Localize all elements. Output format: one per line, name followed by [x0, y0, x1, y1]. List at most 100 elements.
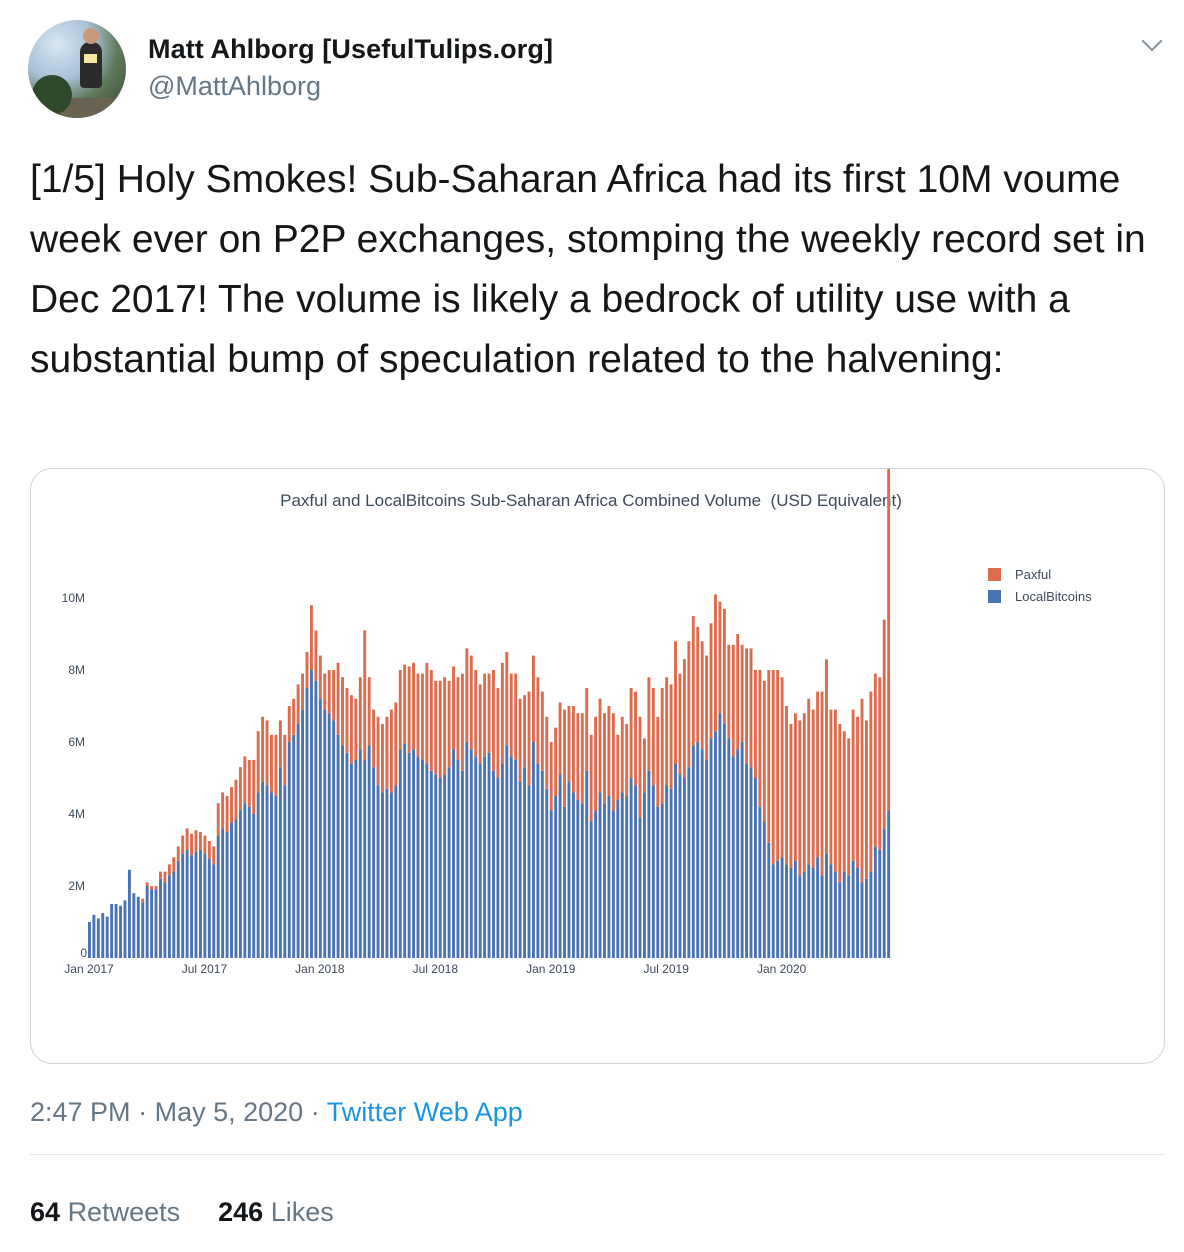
bar-paxful [651, 688, 655, 786]
bar-paxful [727, 644, 731, 739]
tweet-source-link[interactable]: Twitter Web App [326, 1097, 523, 1127]
bar-localbitcoins [567, 781, 571, 958]
bar-localbitcoins [323, 709, 327, 958]
bar-localbitcoins [518, 781, 522, 958]
bar-localbitcoins [207, 859, 211, 958]
y-tick-label: 10M [62, 591, 85, 605]
bar-localbitcoins [687, 767, 691, 958]
retweet-count: 64 [30, 1197, 61, 1227]
bar-paxful [225, 796, 229, 832]
bar-paxful [762, 680, 766, 822]
bar-paxful [452, 666, 455, 750]
bar-paxful [287, 706, 291, 742]
bar-paxful [212, 846, 216, 865]
bar-localbitcoins [163, 882, 167, 958]
bar-paxful [665, 677, 669, 786]
bar-localbitcoins [558, 774, 562, 958]
bar-localbitcoins [656, 806, 660, 958]
bar-localbitcoins [554, 796, 558, 958]
bar-localbitcoins [88, 922, 91, 958]
bar-paxful [194, 830, 198, 852]
bar-paxful [163, 871, 167, 883]
y-tick-label: 0 [80, 946, 87, 960]
bar-paxful [403, 664, 407, 744]
bar-localbitcoins [500, 763, 504, 958]
bar-localbitcoins [571, 792, 575, 958]
bar-paxful [301, 673, 305, 710]
bar-localbitcoins [594, 810, 598, 958]
bar-localbitcoins [860, 882, 864, 958]
chart-image[interactable]: Paxful and LocalBitcoins Sub-Saharan Afr… [30, 468, 1165, 1064]
bar-localbitcoins [811, 868, 815, 958]
tweet-stats: 64 Retweets 246 Likes [30, 1197, 334, 1228]
bar-localbitcoins [829, 864, 833, 958]
bar-paxful [571, 706, 575, 793]
bar-localbitcoins [296, 724, 300, 958]
bar-paxful [851, 709, 855, 861]
bar-paxful [478, 684, 482, 764]
bar-paxful [523, 695, 527, 768]
stacked-bar-chart: Paxful and LocalBitcoins Sub-Saharan Afr… [62, 469, 1092, 976]
bar-paxful [793, 713, 797, 861]
bar-localbitcoins [136, 896, 140, 958]
bar-localbitcoins [825, 853, 828, 958]
bar-localbitcoins [682, 778, 686, 958]
bar-localbitcoins [523, 767, 527, 958]
bar-paxful [487, 673, 491, 753]
tweet-time[interactable]: 2:47 PM [30, 1097, 131, 1127]
tweet-date[interactable]: May 5, 2020 [154, 1097, 304, 1127]
meta-separator: · [138, 1097, 148, 1127]
bar-paxful [887, 469, 891, 811]
bar-localbitcoins [816, 857, 820, 958]
bar-localbitcoins [270, 792, 273, 958]
bar-paxful [722, 608, 726, 724]
bar-paxful [705, 655, 709, 760]
bar-paxful [332, 670, 336, 721]
chevron-down-icon[interactable] [1140, 34, 1164, 58]
bar-localbitcoins [878, 850, 882, 958]
bar-paxful [456, 677, 460, 760]
bar-localbitcoins [771, 864, 775, 958]
author-name[interactable]: Matt Ahlborg [UsefulTulips.org] [148, 34, 554, 64]
bar-paxful [740, 644, 744, 742]
bar-paxful [563, 709, 566, 807]
likes-stat[interactable]: 246 Likes [218, 1197, 334, 1227]
bar-localbitcoins [407, 752, 411, 958]
avatar[interactable] [28, 20, 126, 118]
bar-localbitcoins [212, 864, 216, 958]
bar-paxful [736, 634, 740, 750]
bar-localbitcoins [625, 796, 629, 958]
bar-paxful [842, 731, 846, 872]
bar-localbitcoins [785, 864, 788, 958]
bar-paxful [234, 779, 238, 820]
bar-localbitcoins [869, 871, 873, 958]
bar-paxful [154, 886, 158, 890]
y-tick-label: 8M [68, 663, 85, 677]
author-handle[interactable]: @MattAhlborg [148, 71, 321, 101]
bar-paxful [341, 677, 344, 746]
x-tick-label: Jan 2017 [64, 962, 114, 976]
bar-paxful [754, 670, 757, 778]
bar-localbitcoins [709, 738, 713, 958]
bar-localbitcoins [718, 713, 722, 958]
bar-paxful [367, 677, 371, 746]
bar-paxful [247, 760, 251, 807]
bar-paxful [709, 623, 713, 739]
bar-localbitcoins [563, 806, 566, 958]
bar-paxful [643, 738, 646, 793]
bar-paxful [532, 655, 535, 742]
bar-paxful [625, 724, 629, 796]
bar-localbitcoins [647, 770, 651, 958]
bar-localbitcoins [243, 803, 247, 958]
bar-localbitcoins [754, 778, 757, 958]
bar-paxful [381, 724, 384, 793]
bar-paxful [425, 662, 429, 764]
bar-localbitcoins [496, 778, 500, 958]
bar-localbitcoins [310, 670, 313, 958]
bar-localbitcoins [150, 889, 154, 958]
retweets-stat[interactable]: 64 Retweets [30, 1197, 180, 1227]
bar-localbitcoins [105, 916, 109, 958]
bar-localbitcoins [616, 799, 620, 958]
tweet-text: [1/5] Holy Smokes! Sub-Saharan Africa ha… [30, 158, 1146, 381]
bar-localbitcoins [367, 745, 371, 958]
